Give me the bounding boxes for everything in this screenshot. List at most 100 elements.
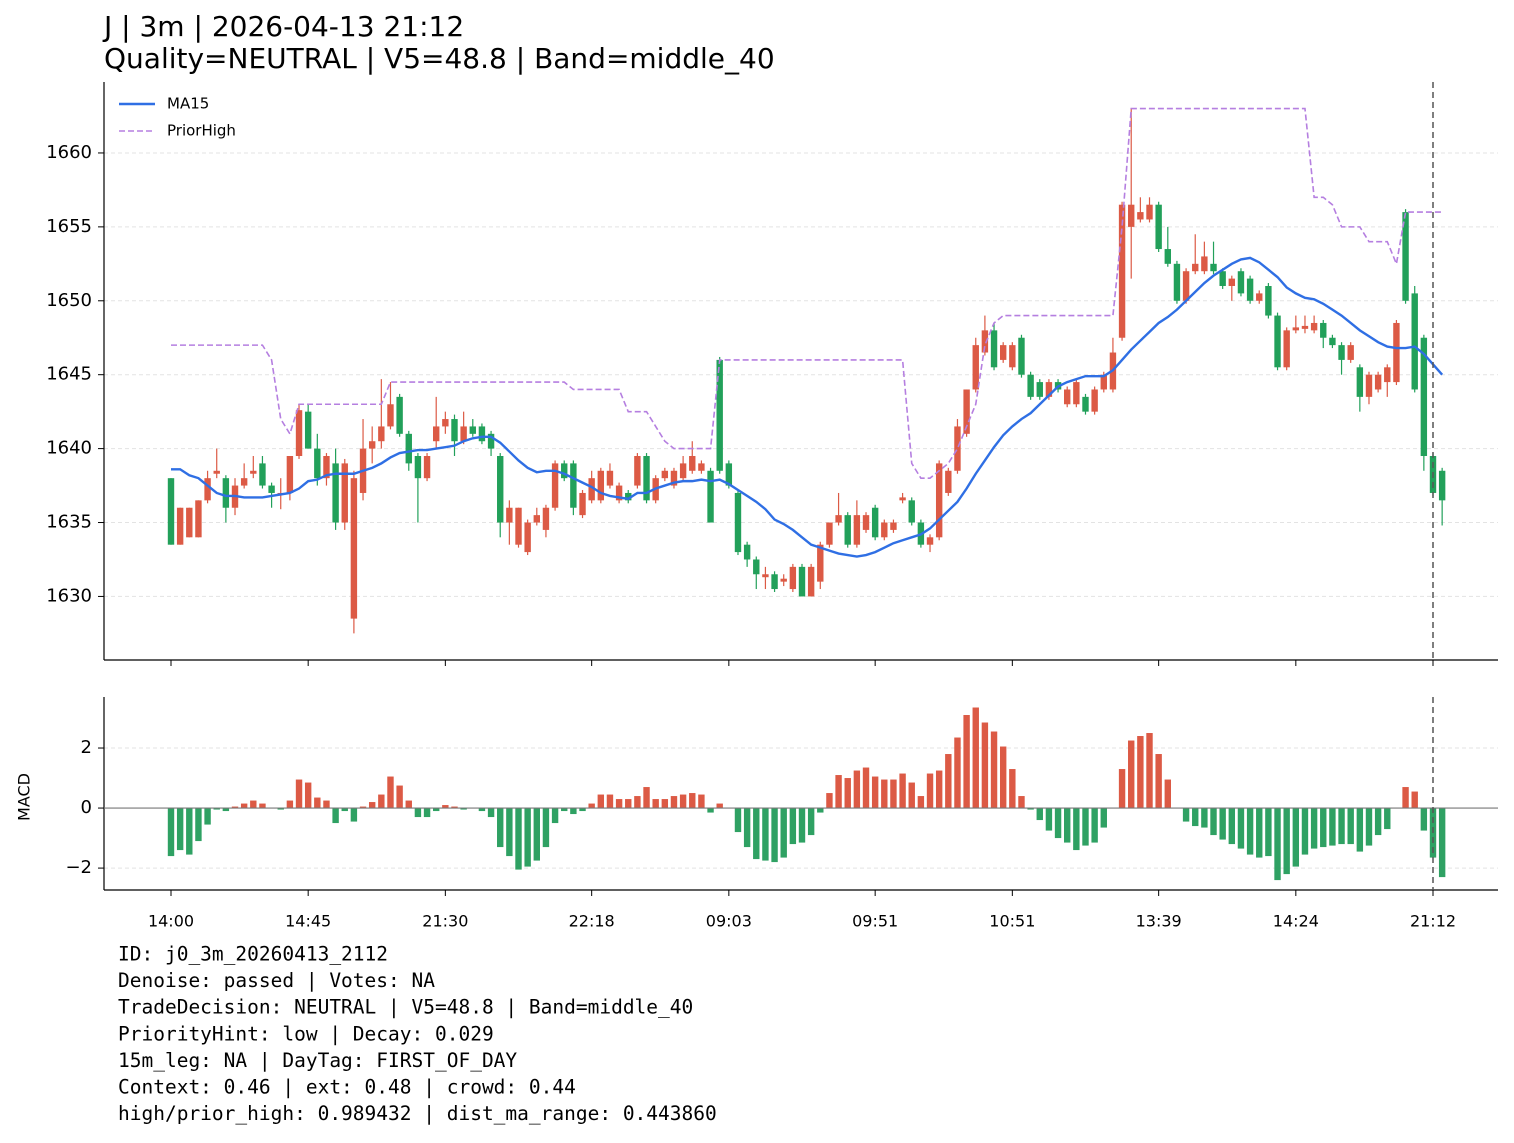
candle-body (487, 433, 495, 449)
x-tick-label: 13:39 (1136, 912, 1182, 931)
candle-body (789, 566, 797, 590)
candle-body (1338, 345, 1345, 360)
bar (195, 808, 202, 842)
candle-body (1411, 293, 1418, 390)
bar (1329, 808, 1336, 846)
candle-body (780, 578, 787, 582)
x-tick-label: 14:24 (1273, 912, 1319, 931)
candle-body (497, 456, 504, 523)
candle-body (332, 463, 339, 523)
series-line (171, 107, 1443, 479)
candle-body (890, 522, 897, 530)
bar (405, 800, 412, 809)
candle-body (634, 456, 641, 486)
bar (1265, 808, 1272, 857)
bar (1155, 754, 1162, 809)
candle-body (396, 396, 403, 434)
bar (954, 737, 961, 809)
candle-body (1036, 382, 1043, 397)
bar (579, 808, 586, 812)
bar (314, 797, 321, 809)
y-tick-label: 1660 (46, 142, 92, 163)
candle-body (286, 456, 294, 493)
candle-body (1438, 470, 1446, 501)
x-tick-label: 22:18 (569, 912, 615, 931)
bar (643, 787, 650, 809)
candle-body (926, 537, 934, 545)
bar (277, 808, 284, 810)
candle-body (1329, 337, 1336, 346)
candle-body (1045, 382, 1053, 397)
candle-body (304, 411, 312, 449)
bar (506, 808, 513, 857)
candle-body (1091, 389, 1098, 412)
bar (1082, 808, 1089, 846)
candle-body (999, 345, 1007, 360)
candle-body (314, 448, 321, 479)
bar (1137, 736, 1144, 809)
bar (698, 794, 705, 809)
bar (652, 799, 659, 809)
candle-body (1118, 204, 1126, 338)
candle-body (990, 330, 998, 368)
bar (999, 746, 1007, 809)
bar (1091, 808, 1098, 843)
bar (1064, 808, 1071, 843)
candle-body (826, 522, 833, 545)
bar (981, 722, 989, 809)
y-tick-label: 1635 (46, 512, 92, 533)
bar (835, 775, 842, 809)
candle-body (753, 559, 760, 575)
bar (487, 808, 495, 818)
bar (378, 794, 385, 809)
bar (341, 808, 348, 812)
y-tick-label: 1645 (46, 364, 92, 385)
candle-body (981, 330, 989, 353)
candle-body (807, 566, 815, 597)
bar (387, 776, 394, 809)
candle-body (259, 463, 266, 486)
candle-body (1301, 325, 1309, 329)
candle-body (533, 515, 540, 523)
bar (1045, 808, 1053, 831)
chart-title: J | 3m | 2026-04-13 21:12 (102, 10, 464, 43)
candle-body (1265, 286, 1272, 316)
candle-body (679, 463, 687, 479)
bar (433, 808, 440, 812)
legend-label: MA15 (167, 95, 209, 113)
candle-body (588, 478, 595, 501)
candle-body (1137, 212, 1144, 220)
candle-body (222, 478, 230, 508)
candle-body (167, 478, 175, 545)
bar (1274, 808, 1281, 881)
candle-body (1064, 389, 1071, 405)
bar (716, 803, 723, 809)
candle-body (606, 470, 614, 486)
candle-body (862, 515, 870, 530)
bar (1347, 808, 1354, 845)
candle-body (204, 478, 211, 501)
bar (935, 770, 943, 809)
bar (679, 794, 687, 809)
bar (1411, 791, 1418, 809)
bar (423, 808, 431, 818)
candle-body (542, 507, 550, 530)
bar (231, 806, 239, 809)
candle-body (1310, 322, 1318, 331)
bar (881, 779, 888, 809)
candle-body (1009, 345, 1016, 368)
bar (460, 808, 467, 810)
candle-body (1192, 263, 1199, 272)
candle-body (1283, 330, 1290, 368)
candle-body (1082, 396, 1089, 412)
bar (689, 793, 696, 809)
bar (533, 808, 540, 861)
candle-body (1073, 382, 1080, 405)
y-tick-label: 1630 (46, 585, 92, 606)
candle-body (734, 492, 742, 553)
candle-body (743, 544, 751, 560)
bar (213, 808, 220, 810)
bar (1146, 733, 1153, 809)
